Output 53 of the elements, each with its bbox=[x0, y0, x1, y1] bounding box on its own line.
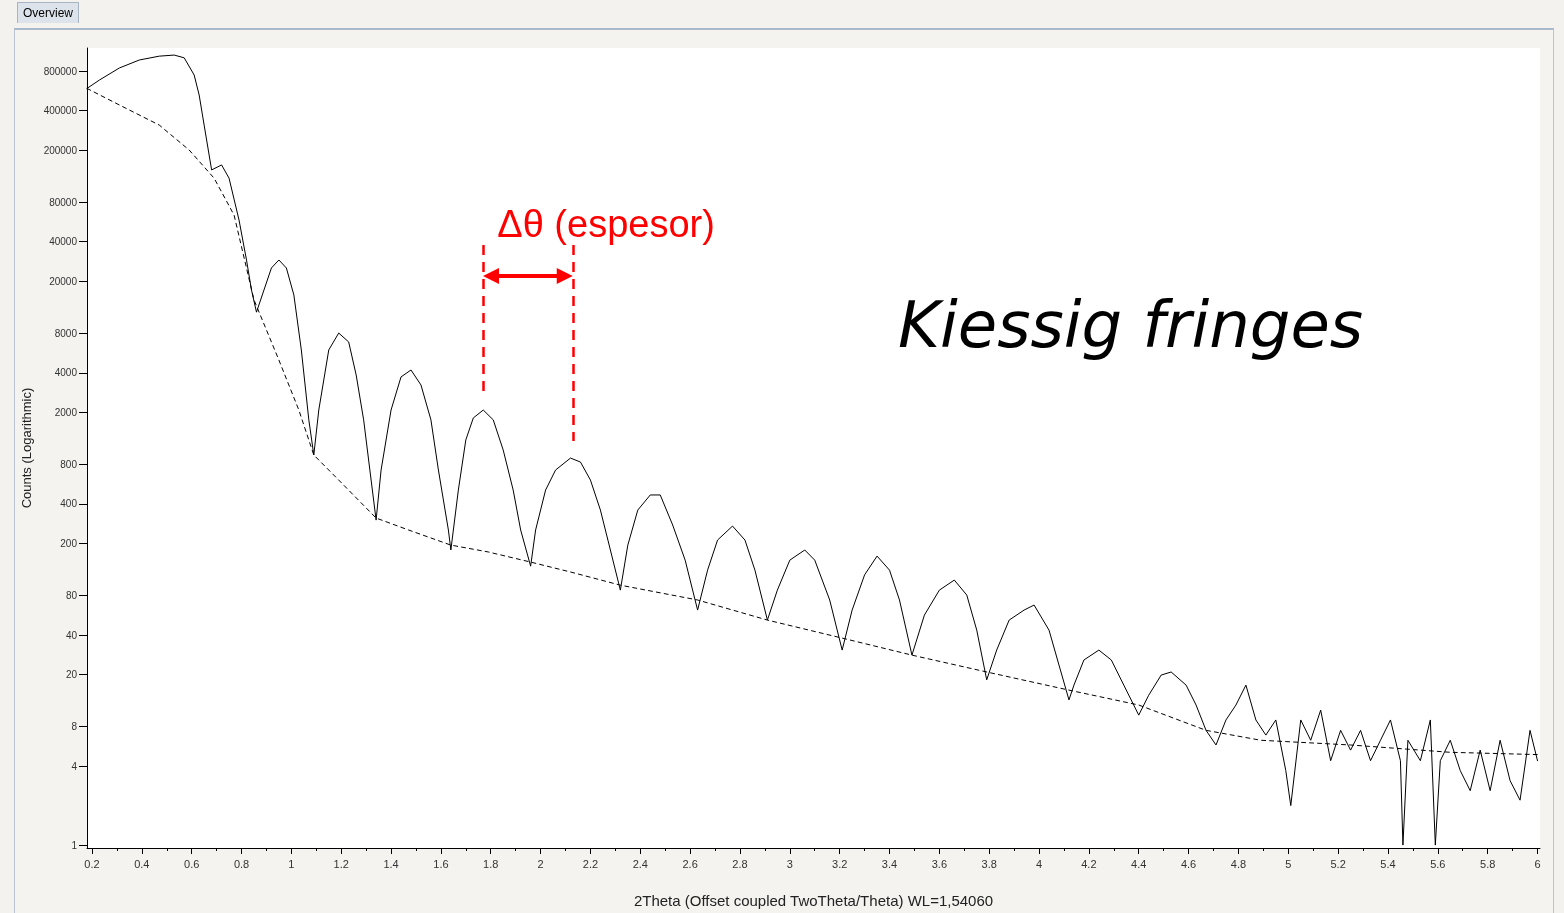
y-tick-label: 200000 bbox=[43, 144, 78, 156]
x-tick-label: 4.6 bbox=[1180, 857, 1197, 870]
y-tick-label: 1 bbox=[71, 839, 78, 851]
x-tick-label: 4.2 bbox=[1081, 857, 1097, 870]
y-tick-label: 800000 bbox=[43, 65, 78, 77]
x-tick-label: 5 bbox=[1285, 857, 1292, 870]
x-tick-label: 4.4 bbox=[1131, 857, 1147, 870]
x-tick-label: 5.6 bbox=[1430, 857, 1446, 870]
x-tick-label: 1.6 bbox=[433, 857, 449, 870]
y-tick-label: 200 bbox=[60, 537, 78, 549]
y-tick-label: 2000 bbox=[54, 406, 78, 418]
x-tick-label: 5.8 bbox=[1480, 857, 1496, 870]
y-tick-label: 40000 bbox=[49, 236, 78, 248]
x-tick-label: 5.2 bbox=[1330, 857, 1346, 870]
x-tick-label: 1.8 bbox=[483, 857, 499, 870]
x-tick-label: 1.4 bbox=[383, 857, 399, 870]
x-tick-label: 6 bbox=[1534, 857, 1541, 870]
x-tick-label: 0.2 bbox=[84, 857, 100, 870]
y-tick-label: 8000 bbox=[54, 327, 78, 339]
x-tick-label: 3.2 bbox=[832, 857, 848, 870]
annotation: Δθ (espesor) bbox=[497, 203, 715, 246]
y-tick-label: 80000 bbox=[49, 196, 78, 208]
y-axis-title: Counts (Logarithmic) bbox=[18, 387, 34, 509]
x-tick-label: 3 bbox=[786, 857, 793, 870]
x-tick-label: 5.4 bbox=[1380, 857, 1396, 870]
annotation: Kiessig fringes bbox=[898, 288, 1364, 362]
x-tick-label: 2 bbox=[537, 857, 544, 870]
y-tick-label: 400000 bbox=[43, 105, 78, 117]
x-tick-label: 0.4 bbox=[134, 857, 150, 870]
x-tick-label: 1.2 bbox=[333, 857, 349, 870]
x-tick-label: 2.2 bbox=[582, 857, 599, 870]
y-tick-label: 4 bbox=[71, 760, 78, 772]
x-tick-label: 2.6 bbox=[682, 857, 698, 870]
x-tick-label: 2.8 bbox=[732, 857, 748, 870]
x-tick-label: 0.8 bbox=[233, 857, 250, 870]
x-tick-label: 4.8 bbox=[1230, 857, 1247, 870]
y-tick-label: 20000 bbox=[49, 275, 78, 287]
y-tick-label: 20 bbox=[65, 668, 78, 680]
x-tick-label: 3.8 bbox=[981, 857, 997, 870]
y-tick-label: 40 bbox=[65, 629, 78, 641]
y-tick-label: 400 bbox=[60, 498, 78, 510]
x-tick-label: 4 bbox=[1035, 857, 1043, 870]
text: Overview bbox=[17, 2, 80, 23]
x-tick-label: 0.6 bbox=[184, 857, 200, 870]
y-tick-label: 4000 bbox=[54, 367, 78, 379]
x-tick-label: 3.6 bbox=[931, 857, 948, 870]
x-tick-label: 3.4 bbox=[881, 857, 898, 870]
x-tick-label: 2.4 bbox=[632, 857, 648, 870]
x-tick-label: 1 bbox=[288, 857, 295, 870]
x-axis-title: 2Theta (Offset coupled TwoTheta/Theta) WL=1,54060 bbox=[633, 892, 994, 909]
y-tick-label: 80 bbox=[65, 590, 78, 602]
y-tick-label: 8 bbox=[71, 721, 78, 733]
y-tick-label: 800 bbox=[60, 458, 78, 470]
